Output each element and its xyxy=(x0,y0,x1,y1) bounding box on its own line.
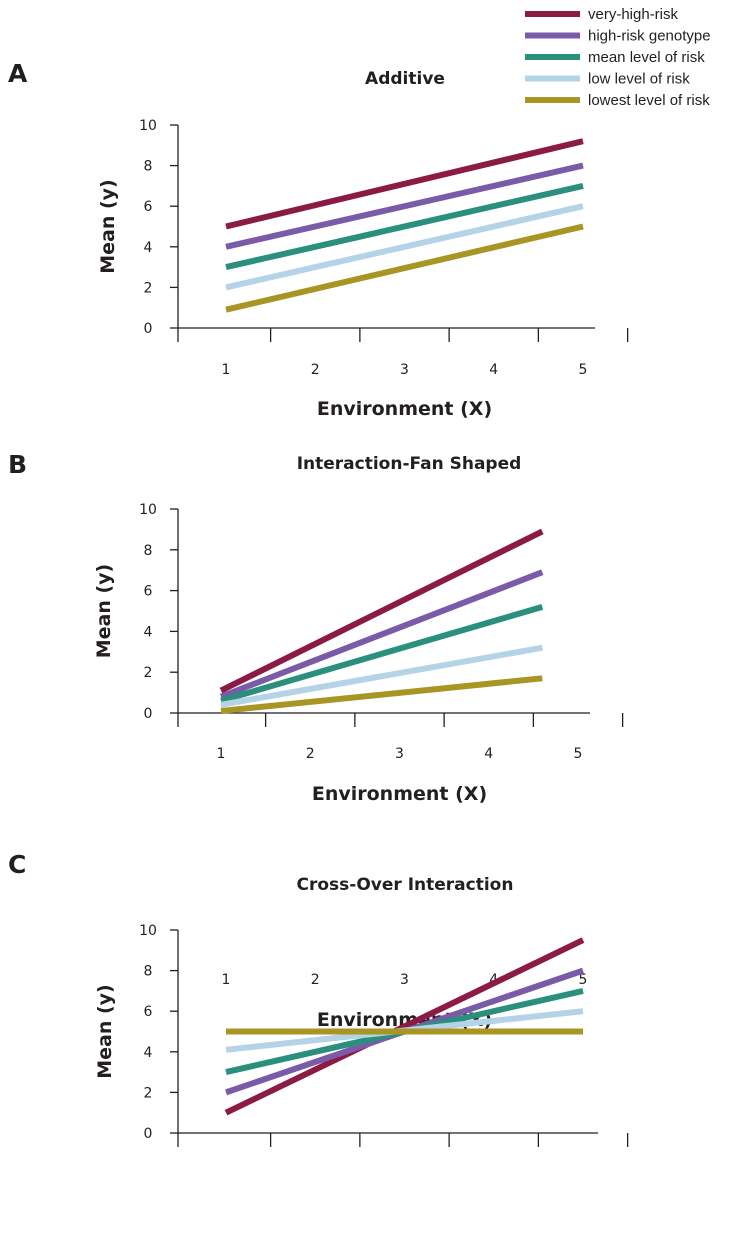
chart-title: Interaction-Fan Shaped xyxy=(297,454,522,474)
y-tick-label: 6 xyxy=(144,199,153,215)
panel-letter: B xyxy=(8,450,27,479)
y-tick-label: 4 xyxy=(144,240,153,256)
series-line-very-high-risk xyxy=(219,528,544,694)
y-tick-label: 6 xyxy=(144,584,153,600)
x-tick-label: 3 xyxy=(400,972,409,988)
series-line-mean-level-of-risk xyxy=(220,604,544,704)
legend-item-lowest-level-of-risk: lowest level of risk xyxy=(525,92,710,109)
y-tick-label: 2 xyxy=(144,1085,153,1101)
y-tick-label: 2 xyxy=(144,280,153,296)
chart-title: Additive xyxy=(365,69,445,89)
legend: very-high-risk high-risk genotype mean lev… xyxy=(525,6,711,109)
y-tick-label: 8 xyxy=(144,964,153,980)
series-line-very-high-risk xyxy=(225,138,584,230)
x-tick-label: 2 xyxy=(311,972,320,988)
series-line-very-high-risk xyxy=(224,937,585,1116)
y-tick-label: 4 xyxy=(144,1045,153,1061)
chart-title: Cross-Over Interaction xyxy=(297,875,514,895)
y-tick-label: 10 xyxy=(139,118,157,134)
x-axis-title: Environment (X) xyxy=(317,398,492,420)
legend-item-low-level-of-risk: low level of risk xyxy=(525,71,690,88)
legend-label: lowest level of risk xyxy=(588,92,710,109)
x-tick-label: 1 xyxy=(222,972,231,988)
series-line-low-level-of-risk xyxy=(225,203,584,291)
x-tick-label: 5 xyxy=(579,972,588,988)
legend-item-mean-level-of-risk: mean level of risk xyxy=(525,49,705,66)
legend-item-high-risk-genotype: high-risk genotype xyxy=(525,28,711,45)
x-tick-label: 5 xyxy=(579,362,588,378)
series-line-low-level-of-risk xyxy=(220,644,543,708)
x-tick-label: 3 xyxy=(400,362,409,378)
y-tick-label: 8 xyxy=(144,159,153,175)
series-line-high-risk-genotype xyxy=(225,162,584,250)
y-axis-title: Mean (y) xyxy=(93,564,115,659)
x-tick-label: 1 xyxy=(222,362,231,378)
legend-label: mean level of risk xyxy=(588,49,705,66)
legend-label: low level of risk xyxy=(588,71,690,88)
x-tick-label: 5 xyxy=(574,746,583,762)
y-axis-title: Mean (y) xyxy=(94,984,116,1079)
y-tick-label: 0 xyxy=(144,321,153,337)
x-tick-label: 3 xyxy=(395,746,404,762)
y-tick-label: 0 xyxy=(144,706,153,722)
panel-letter: A xyxy=(8,59,28,88)
y-axis-title: Mean (y) xyxy=(97,179,119,274)
x-tick-label: 4 xyxy=(484,746,493,762)
x-tick-label: 4 xyxy=(489,362,498,378)
legend-label: high-risk genotype xyxy=(588,28,711,45)
legend-label: very-high-risk xyxy=(588,6,679,23)
x-tick-label: 2 xyxy=(306,746,315,762)
panel-letter: C xyxy=(8,850,26,879)
x-tick-label: 1 xyxy=(217,746,226,762)
y-tick-label: 4 xyxy=(144,624,153,640)
series-line-mean-level-of-risk xyxy=(225,182,584,271)
y-tick-label: 6 xyxy=(144,1004,153,1020)
legend-item-very-high-risk: very-high-risk xyxy=(525,6,679,23)
y-tick-label: 10 xyxy=(139,923,157,939)
x-axis-title: Environment (X) xyxy=(312,783,487,805)
x-tick-label: 2 xyxy=(311,362,320,378)
y-tick-label: 8 xyxy=(144,543,153,559)
y-tick-label: 2 xyxy=(144,665,153,681)
series-line-lowest-level-of-risk xyxy=(225,223,584,313)
series-line-high-risk-genotype xyxy=(219,569,544,700)
series-line-lowest-level-of-risk xyxy=(220,675,543,714)
y-tick-label: 10 xyxy=(139,502,157,518)
y-tick-label: 0 xyxy=(144,1126,153,1142)
